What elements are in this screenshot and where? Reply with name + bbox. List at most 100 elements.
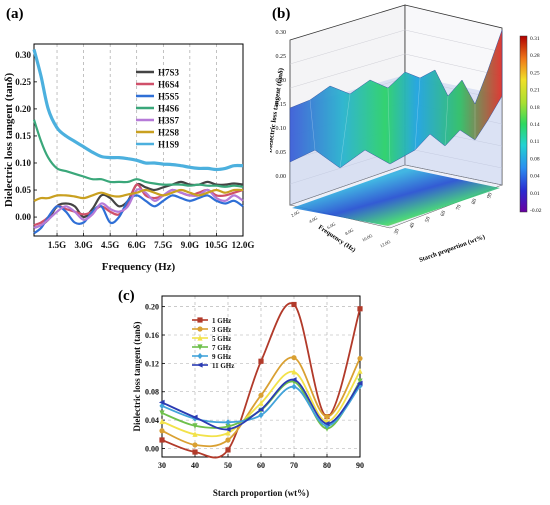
- a-legend-label: H6S4: [158, 80, 180, 90]
- a-x-tick-label: 3.0G: [74, 240, 92, 250]
- colorbar-tick-label: 0.18: [530, 105, 540, 111]
- surface-3d: [289, 29, 503, 169]
- c-x-tick-label: 60: [257, 461, 265, 470]
- c-point-11ghz: [224, 426, 231, 432]
- b-y-tick-label: 10.0G: [361, 232, 374, 242]
- a-x-tick-label: 7.5G: [154, 240, 172, 250]
- floor-contour-projection: [292, 168, 500, 226]
- c-point-5ghz: [192, 431, 198, 437]
- colorbar-tick-label: -0.02: [530, 208, 542, 214]
- c-legend-label: 3 GHz: [212, 326, 231, 334]
- colorbar-tick-label: 0.25: [530, 70, 540, 76]
- b-y-tick-label: 4.0G: [308, 215, 319, 224]
- surface-mesh: [309, 77, 476, 169]
- a-y-tick-label: 0.15: [15, 131, 31, 141]
- c-point-3ghz: [258, 392, 264, 398]
- c-point-1ghz: [192, 449, 198, 455]
- c-legend-marker: [197, 352, 203, 360]
- colorbar-tick-label: 0.08: [530, 156, 540, 162]
- colorbar-tick-label: 0.11: [530, 139, 540, 145]
- a-series-h3s7: [33, 188, 244, 229]
- b-x-tick-label: 80: [471, 198, 479, 205]
- a-series-h5s5: [33, 194, 244, 235]
- c-x-tick-label: 70: [290, 461, 298, 470]
- colorbar-tick-label: 0.31: [530, 36, 540, 42]
- c-point-3ghz: [225, 437, 231, 443]
- c-point-1ghz: [291, 301, 297, 308]
- a-x-tick-label: 1.5G: [48, 240, 66, 250]
- b-y-tick-label: 8.0G: [344, 227, 355, 236]
- c-y-axis-label: Dielectric loss tangent (tanδ): [132, 322, 142, 432]
- b-x-tick-label: 60: [440, 210, 448, 217]
- b-x-tick-label: 90: [486, 192, 494, 199]
- b-z-tick-label: 0.10: [276, 126, 287, 132]
- c-x-tick-label: 50: [224, 461, 232, 470]
- b-x-tick-label: 50: [424, 216, 432, 223]
- c-x-tick-label: 90: [356, 461, 364, 470]
- a-y-tick-label: 0.25: [15, 77, 31, 87]
- b-x-tick-label: 70: [455, 204, 463, 211]
- a-legend-label: H5S5: [158, 92, 180, 102]
- c-point-5ghz: [291, 368, 297, 375]
- a-y-axis-label: Dielectric loss tangent (tanδ): [3, 73, 15, 208]
- a-legend-label: H7S3: [158, 68, 180, 78]
- b-z-tick-label: 0.15: [276, 102, 287, 108]
- c-point-3ghz: [357, 355, 363, 362]
- c-legend-marker: [197, 334, 203, 341]
- a-series-h1s9: [32, 48, 244, 172]
- c-point-11ghz: [257, 406, 264, 413]
- c-y-tick-label: 0.20: [145, 303, 159, 312]
- c-point-11ghz: [290, 377, 297, 383]
- a-x-tick-label: 9.0G: [181, 240, 199, 250]
- chart-b-surface-plot: 0.31 0.28 0.25 0.21 0.18 0.14 0.11 0.08 0.04 0.01…: [270, 4, 542, 264]
- colorbar-tick-label: 0.04: [530, 174, 540, 180]
- c-point-3ghz: [192, 442, 198, 448]
- c-point-3ghz: [291, 355, 297, 361]
- b-z-tick-label: 0.30: [276, 30, 287, 36]
- c-point-7ghz: [357, 378, 363, 385]
- b-y-tick-label: 6.0G: [326, 221, 337, 230]
- c-point-9ghz: [225, 419, 231, 426]
- a-x-tick-label: 4.5G: [101, 240, 119, 250]
- c-legend-label: 5 GHz: [212, 335, 231, 343]
- panel-label-c: (c): [118, 288, 135, 304]
- colorbar-tick-label: 0.14: [530, 122, 540, 128]
- colorbar: [519, 35, 528, 213]
- b-y-tick-label: 2.0G: [290, 209, 301, 218]
- c-legend-marker: [197, 317, 203, 323]
- c-y-tick-label: 0.04: [145, 416, 159, 425]
- a-legend-label: H2S8: [158, 128, 180, 138]
- c-point-9ghz: [291, 383, 297, 390]
- c-legend-label: 1 GHz: [212, 317, 231, 325]
- c-point-7ghz: [225, 423, 231, 430]
- b-z-axis-label: Dielectric loss tangent (tanδ): [270, 67, 285, 153]
- b-z-tick-label: 0.05: [276, 150, 287, 156]
- c-point-3ghz: [324, 413, 330, 420]
- c-point-9ghz: [324, 422, 330, 429]
- a-y-tick-label: 0.05: [15, 185, 31, 195]
- c-point-9ghz: [258, 412, 264, 419]
- c-point-5ghz: [258, 399, 264, 406]
- c-point-11ghz: [158, 399, 165, 405]
- c-legend-marker: [197, 326, 203, 332]
- b-z-tick-label: 0.25: [276, 54, 287, 60]
- a-legend-label: H3S7: [158, 116, 180, 126]
- c-legend-label: 9 GHz: [212, 353, 231, 361]
- c-y-tick-label: 0.00: [145, 444, 159, 453]
- c-point-5ghz: [159, 418, 165, 425]
- a-x-axis-label: Frequency (Hz): [102, 261, 176, 273]
- a-series-h4s6: [32, 119, 244, 188]
- a-plot-frame: [33, 43, 244, 237]
- c-point-1ghz: [225, 447, 231, 453]
- colorbar-tick-label: 0.28: [530, 53, 540, 59]
- a-legend-label: H1S9: [158, 140, 180, 150]
- b-x-tick-label: 30: [393, 228, 401, 235]
- c-point-5ghz: [357, 368, 363, 374]
- c-point-7ghz: [192, 423, 198, 429]
- b-z-tick-label: 0.20: [276, 78, 287, 84]
- c-y-tick-label: 0.12: [145, 359, 159, 368]
- c-point-11ghz: [191, 414, 198, 420]
- b-y-tick-label: 12.0G: [379, 238, 392, 248]
- c-point-1ghz: [357, 306, 363, 312]
- a-x-tick-label: 12.0G: [232, 240, 255, 250]
